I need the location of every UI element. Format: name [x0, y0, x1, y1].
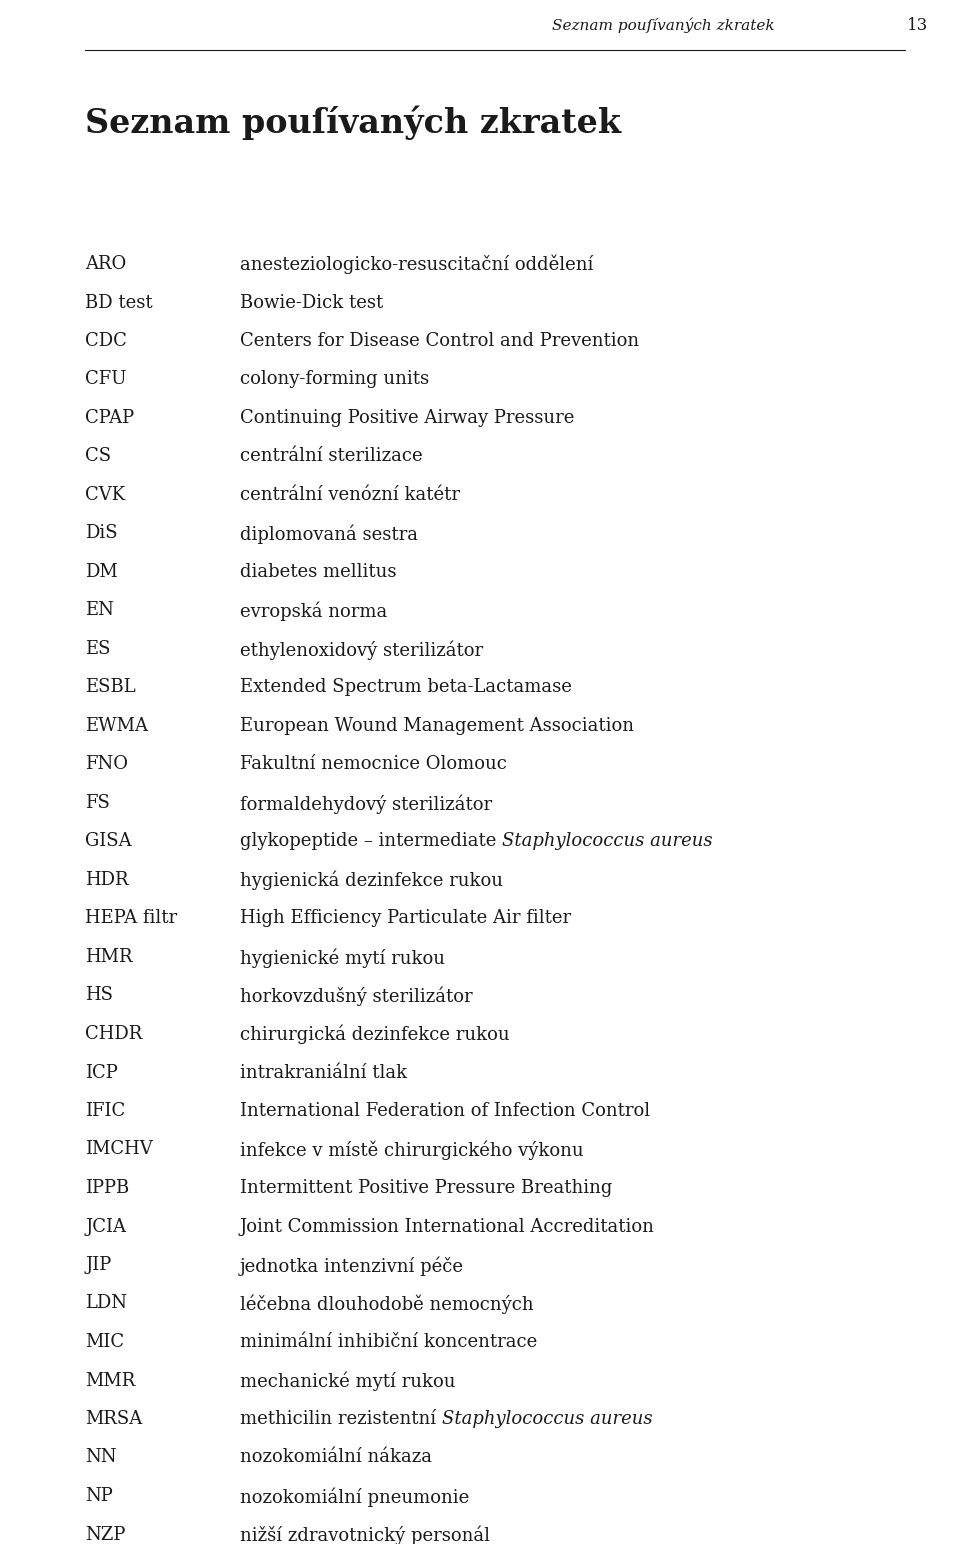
- Text: LDN: LDN: [85, 1294, 127, 1312]
- Text: IPPB: IPPB: [85, 1180, 130, 1197]
- Text: Intermittent Positive Pressure Breathing: Intermittent Positive Pressure Breathing: [240, 1180, 612, 1197]
- Text: Fakultní nemocnice Olomouc: Fakultní nemocnice Olomouc: [240, 755, 507, 774]
- Text: léčebna dlouhodobě nemocných: léčebna dlouhodobě nemocných: [240, 1294, 534, 1314]
- Text: FS: FS: [85, 794, 109, 812]
- Text: CVK: CVK: [85, 486, 125, 503]
- Text: glykopeptide – intermediate: glykopeptide – intermediate: [240, 832, 502, 851]
- Text: HS: HS: [85, 987, 113, 1005]
- Text: centrální venózní katétr: centrální venózní katétr: [240, 486, 460, 503]
- Text: anesteziologicko-resuscitační oddělení: anesteziologicko-resuscitační oddělení: [240, 255, 593, 275]
- Text: Continuing Positive Airway Pressure: Continuing Positive Airway Pressure: [240, 409, 574, 428]
- Text: nozokomiální nákaza: nozokomiální nákaza: [240, 1448, 432, 1467]
- Text: HEPA filtr: HEPA filtr: [85, 909, 178, 928]
- Text: EN: EN: [85, 602, 114, 619]
- Text: GISA: GISA: [85, 832, 132, 851]
- Text: hygienická dezinfekce rukou: hygienická dezinfekce rukou: [240, 871, 503, 891]
- Text: minimální inhibiční koncentrace: minimální inhibiční koncentrace: [240, 1332, 538, 1351]
- Text: BD test: BD test: [85, 293, 153, 312]
- Text: Staphylococcus aureus: Staphylococcus aureus: [442, 1410, 653, 1428]
- Text: diabetes mellitus: diabetes mellitus: [240, 564, 396, 581]
- Text: CPAP: CPAP: [85, 409, 134, 428]
- Text: CHDR: CHDR: [85, 1025, 142, 1044]
- Text: chirurgická dezinfekce rukou: chirurgická dezinfekce rukou: [240, 1025, 510, 1044]
- Text: evropská norma: evropská norma: [240, 602, 387, 621]
- Text: diplomovaná sestra: diplomovaná sestra: [240, 525, 418, 543]
- Text: High Efficiency Particulate Air filter: High Efficiency Particulate Air filter: [240, 909, 571, 928]
- Text: CDC: CDC: [85, 332, 127, 350]
- Text: centrální sterilizace: centrální sterilizace: [240, 448, 422, 465]
- Text: HMR: HMR: [85, 948, 132, 967]
- Text: mechanické mytí rukou: mechanické mytí rukou: [240, 1371, 455, 1391]
- Text: NN: NN: [85, 1448, 116, 1467]
- Text: DM: DM: [85, 564, 118, 581]
- Text: hygienické mytí rukou: hygienické mytí rukou: [240, 948, 445, 968]
- Text: MMR: MMR: [85, 1371, 135, 1390]
- Text: ARO: ARO: [85, 255, 127, 273]
- Text: formaldehydový sterilizátor: formaldehydový sterilizátor: [240, 794, 492, 814]
- Text: ES: ES: [85, 641, 110, 658]
- Text: Seznam pouſívaných zkratek: Seznam pouſívaných zkratek: [552, 17, 775, 32]
- Text: ethylenoxidový sterilizátor: ethylenoxidový sterilizátor: [240, 641, 483, 659]
- Text: nozokomiální pneumonie: nozokomiální pneumonie: [240, 1487, 469, 1507]
- Text: MIC: MIC: [85, 1332, 124, 1351]
- Text: European Wound Management Association: European Wound Management Association: [240, 716, 634, 735]
- Text: JCIA: JCIA: [85, 1218, 126, 1235]
- Text: methicilin rezistentní: methicilin rezistentní: [240, 1410, 442, 1428]
- Text: ESBL: ESBL: [85, 678, 135, 696]
- Text: Seznam pouſívaných zkratek: Seznam pouſívaných zkratek: [85, 105, 621, 139]
- Text: colony-forming units: colony-forming units: [240, 371, 429, 389]
- Text: JIP: JIP: [85, 1255, 111, 1274]
- Text: HDR: HDR: [85, 871, 129, 889]
- Text: Staphylococcus aureus: Staphylococcus aureus: [502, 832, 712, 851]
- Text: FNO: FNO: [85, 755, 128, 774]
- Text: IFIC: IFIC: [85, 1102, 125, 1119]
- Text: Bowie-Dick test: Bowie-Dick test: [240, 293, 383, 312]
- Text: Centers for Disease Control and Prevention: Centers for Disease Control and Preventi…: [240, 332, 639, 350]
- Text: intrakraniální tlak: intrakraniální tlak: [240, 1064, 407, 1081]
- Text: horkovzdušný sterilizátor: horkovzdušný sterilizátor: [240, 987, 472, 1007]
- Text: EWMA: EWMA: [85, 716, 148, 735]
- Text: IMCHV: IMCHV: [85, 1141, 153, 1158]
- Text: Joint Commission International Accreditation: Joint Commission International Accredita…: [240, 1218, 655, 1235]
- Text: infekce v místě chirurgického výkonu: infekce v místě chirurgického výkonu: [240, 1141, 584, 1160]
- Text: CFU: CFU: [85, 371, 127, 389]
- Text: ICP: ICP: [85, 1064, 118, 1081]
- Text: CS: CS: [85, 448, 111, 465]
- Text: 13: 13: [907, 17, 928, 34]
- Text: NP: NP: [85, 1487, 112, 1505]
- Text: NZP: NZP: [85, 1525, 126, 1544]
- Text: DiS: DiS: [85, 525, 118, 542]
- Text: Extended Spectrum beta-Lactamase: Extended Spectrum beta-Lactamase: [240, 678, 572, 696]
- Text: MRSA: MRSA: [85, 1410, 142, 1428]
- Text: International Federation of Infection Control: International Federation of Infection Co…: [240, 1102, 650, 1119]
- Text: jednotka intenzivní péče: jednotka intenzivní péče: [240, 1255, 464, 1275]
- Text: nižší zdravotnický personál: nižší zdravotnický personál: [240, 1525, 490, 1544]
